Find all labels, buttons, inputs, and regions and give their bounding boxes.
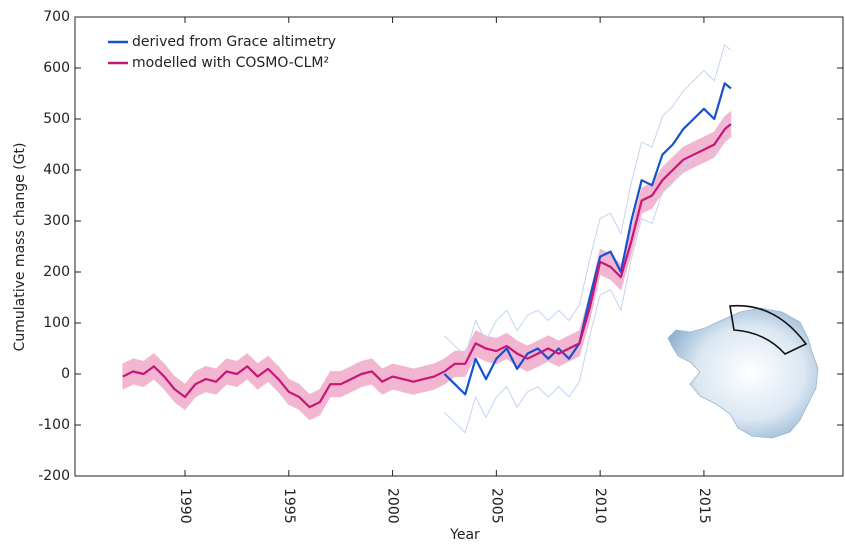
- y-tick-label: 100: [43, 315, 70, 331]
- x-tick-label: 1990: [177, 488, 193, 524]
- y-tick-label: -100: [38, 417, 70, 433]
- x-tick-label: 1995: [281, 488, 297, 524]
- y-tick-label: 200: [43, 264, 70, 280]
- legend-label: derived from Grace altimetry: [132, 34, 336, 50]
- chart: Year Cumulative mass change (Gt) -200 -10…: [0, 0, 845, 544]
- y-tick-label: 700: [43, 9, 70, 25]
- y-axis-label: Cumulative mass change (Gt): [12, 143, 28, 352]
- x-axis-label: Year: [449, 527, 480, 543]
- y-tick-label: -200: [38, 468, 70, 484]
- antarctica-inset: [668, 306, 818, 438]
- y-tick-label: 0: [61, 366, 70, 382]
- antarctica: [668, 308, 818, 438]
- legend-label: modelled with COSMO-CLM²: [132, 55, 329, 71]
- y-tick-label: 600: [43, 60, 70, 76]
- y-tick-label: 400: [43, 162, 70, 178]
- x-tick-label: 2000: [385, 488, 401, 524]
- y-tick-label: 300: [43, 213, 70, 229]
- series-line: [123, 124, 731, 407]
- x-tick-label: 2015: [696, 488, 712, 524]
- x-tick-label: 2010: [592, 488, 608, 524]
- y-tick-label: 500: [43, 111, 70, 127]
- x-tick-label: 2005: [488, 488, 504, 524]
